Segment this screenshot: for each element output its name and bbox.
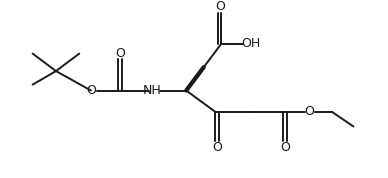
Text: O: O — [115, 47, 125, 60]
Text: O: O — [281, 141, 290, 154]
Text: O: O — [304, 105, 314, 118]
Text: OH: OH — [242, 37, 261, 50]
Text: O: O — [212, 141, 222, 154]
Text: O: O — [215, 0, 225, 13]
Text: O: O — [86, 84, 96, 97]
Text: NH: NH — [143, 84, 161, 97]
